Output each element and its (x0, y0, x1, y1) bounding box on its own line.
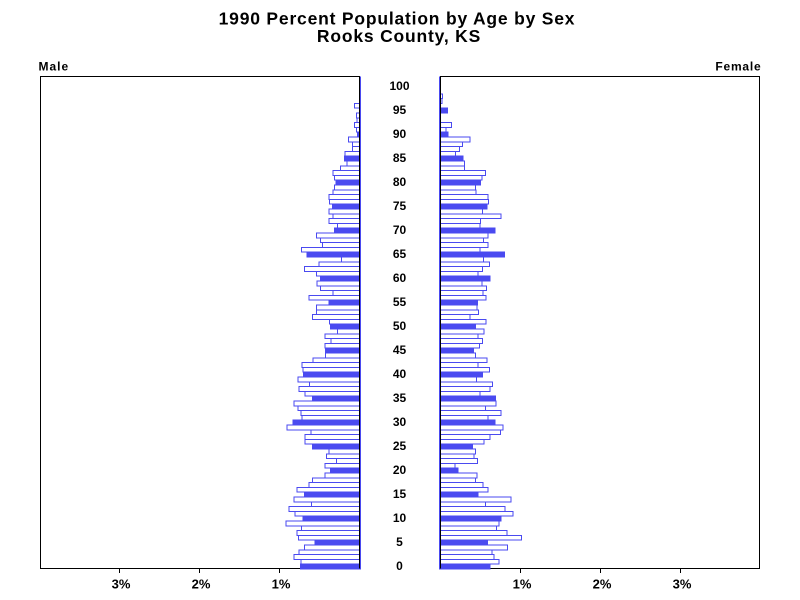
svg-text:85: 85 (393, 151, 407, 165)
svg-text:1%: 1% (272, 577, 291, 592)
svg-text:20: 20 (393, 463, 407, 477)
svg-text:90: 90 (393, 127, 407, 141)
svg-text:15: 15 (393, 487, 407, 501)
svg-text:30: 30 (393, 415, 407, 429)
svg-text:35: 35 (393, 391, 407, 405)
svg-text:95: 95 (393, 103, 407, 117)
svg-text:40: 40 (393, 367, 407, 381)
svg-text:Male: Male (39, 60, 70, 74)
svg-text:3%: 3% (673, 577, 692, 592)
svg-text:55: 55 (393, 295, 407, 309)
svg-text:45: 45 (393, 343, 407, 357)
svg-text:75: 75 (393, 199, 407, 213)
svg-text:Rooks County, KS: Rooks County, KS (317, 26, 481, 46)
svg-text:70: 70 (393, 223, 407, 237)
svg-text:1990 Percent Population by Age: 1990 Percent Population by Age by Sex (219, 9, 576, 29)
svg-text:3%: 3% (112, 577, 131, 592)
svg-text:10: 10 (393, 511, 407, 525)
svg-text:2%: 2% (192, 577, 211, 592)
svg-text:50: 50 (393, 319, 407, 333)
svg-text:100: 100 (389, 79, 409, 93)
svg-text:60: 60 (393, 271, 407, 285)
svg-text:0: 0 (396, 559, 403, 573)
svg-text:1%: 1% (513, 577, 532, 592)
svg-text:80: 80 (393, 175, 407, 189)
svg-text:2%: 2% (593, 577, 612, 592)
svg-text:5: 5 (396, 535, 403, 549)
svg-text:25: 25 (393, 439, 407, 453)
svg-text:65: 65 (393, 247, 407, 261)
svg-text:Female: Female (715, 60, 761, 74)
